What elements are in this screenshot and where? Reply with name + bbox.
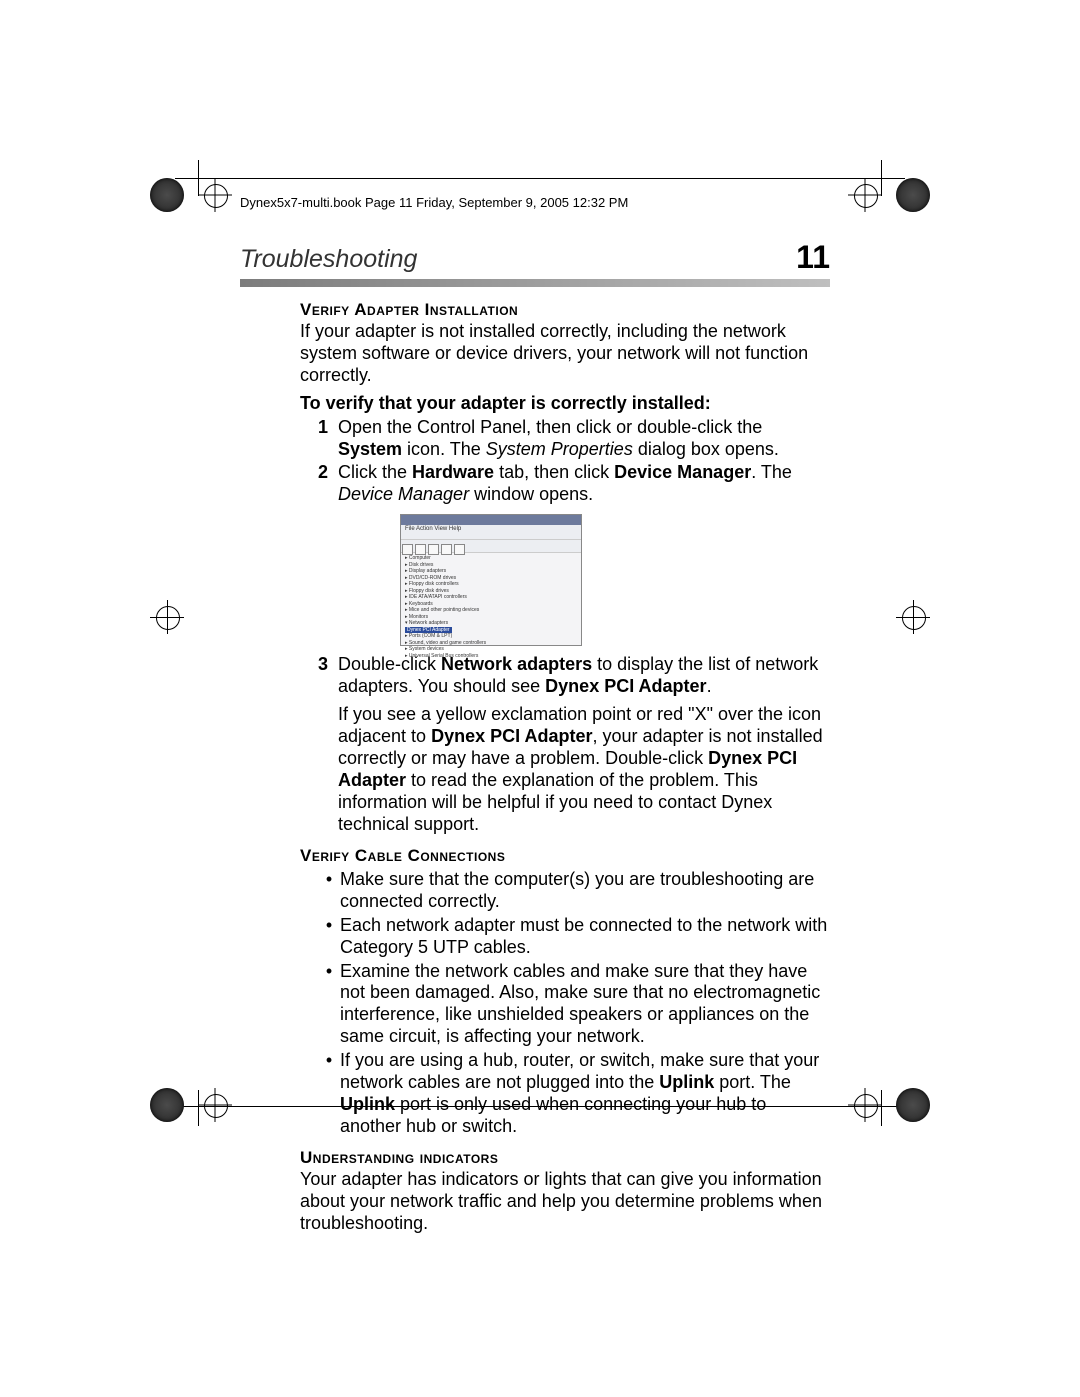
verify-adapter-warning: If you see a yellow exclamation point or… (338, 704, 830, 836)
page: Dynex5x7-multi.book Page 11 Friday, Sept… (0, 0, 1080, 1397)
tick-bl (198, 1090, 199, 1126)
running-title: Troubleshooting (240, 245, 417, 273)
step-num: 1 (300, 417, 338, 461)
tick-tl (198, 160, 199, 196)
step-num: 3 (300, 654, 338, 698)
cropmark-top-right (830, 178, 930, 218)
bullet: Make sure that the computer(s) you are t… (318, 869, 830, 913)
cropmark-top-left (150, 178, 250, 218)
heading-verify-adapter: Verify Adapter Installation (300, 300, 830, 321)
cable-bullets: Make sure that the computer(s) you are t… (318, 869, 830, 1138)
tick-br (881, 1090, 882, 1126)
figure-toolbar (401, 540, 581, 553)
tick-tr (881, 160, 882, 196)
heading-verify-cable: Verify Cable Connections (300, 846, 830, 867)
step-2: 2 Click the Hardware tab, then click Dev… (300, 462, 830, 506)
content: Verify Adapter Installation If your adap… (300, 300, 830, 1239)
verify-adapter-subhead: To verify that your adapter is correctly… (300, 393, 830, 415)
page-number: 11 (796, 239, 830, 276)
step-body: Click the Hardware tab, then click Devic… (338, 462, 830, 506)
cropmark-mid-right (896, 600, 930, 634)
trim-top (175, 178, 905, 179)
figure-menubar: File Action View Help (401, 525, 581, 540)
cropmark-mid-left (150, 600, 184, 634)
running-head: Troubleshooting 11 (240, 245, 830, 274)
device-manager-figure: File Action View Help ▸ Computer ▸ Disk … (400, 514, 582, 646)
cropmark-bottom-left (150, 1088, 250, 1128)
running-rule (240, 279, 830, 287)
steps-list: 1 Open the Control Panel, then click or … (300, 417, 830, 507)
bullet: Each network adapter must be connected t… (318, 915, 830, 959)
step-1: 1 Open the Control Panel, then click or … (300, 417, 830, 461)
figure-titlebar (401, 515, 581, 525)
trim-bottom (175, 1106, 905, 1107)
verify-adapter-intro: If your adapter is not installed correct… (300, 321, 830, 387)
bullet: If you are using a hub, router, or switc… (318, 1050, 830, 1138)
book-header-line: Dynex5x7-multi.book Page 11 Friday, Sept… (240, 195, 628, 210)
bullet: Examine the network cables and make sure… (318, 961, 830, 1049)
cropmark-bottom-right (830, 1088, 930, 1128)
step-num: 2 (300, 462, 338, 506)
figure-tree: ▸ Computer ▸ Disk drives ▸ Display adapt… (401, 553, 581, 661)
indicators-para: Your adapter has indicators or lights th… (300, 1169, 830, 1235)
step-body: Open the Control Panel, then click or do… (338, 417, 830, 461)
heading-indicators: Understanding indicators (300, 1148, 830, 1169)
